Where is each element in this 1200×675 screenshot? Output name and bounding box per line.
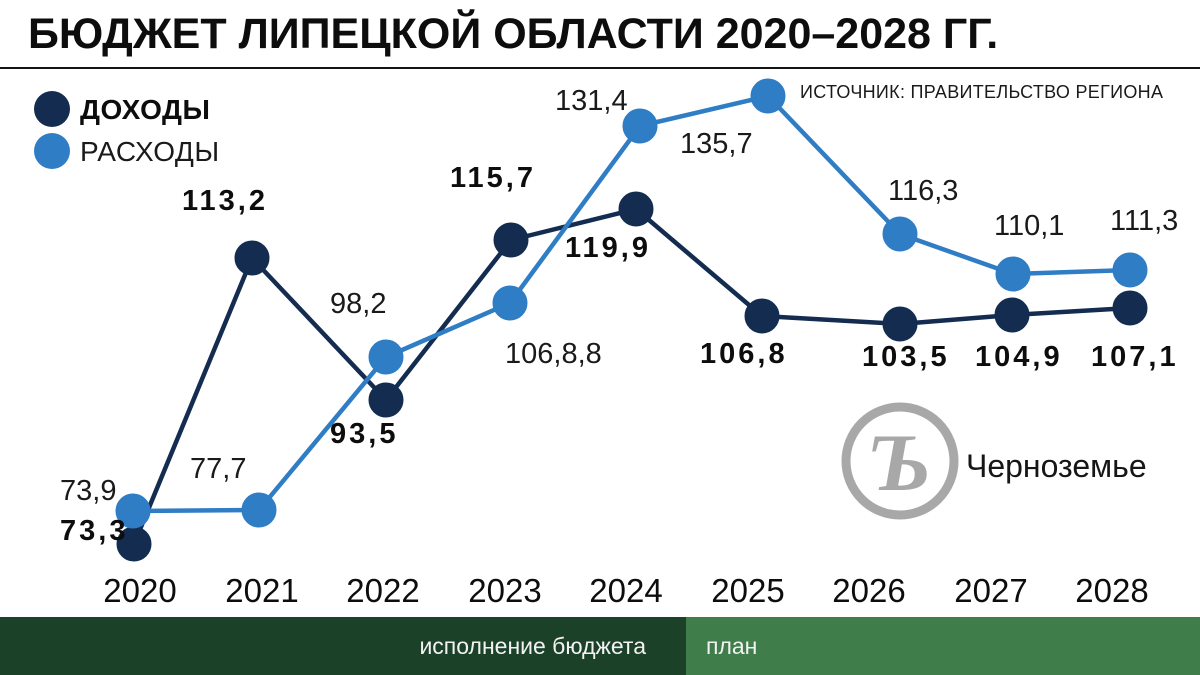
svg-text:Ъ: Ъ: [869, 417, 931, 508]
